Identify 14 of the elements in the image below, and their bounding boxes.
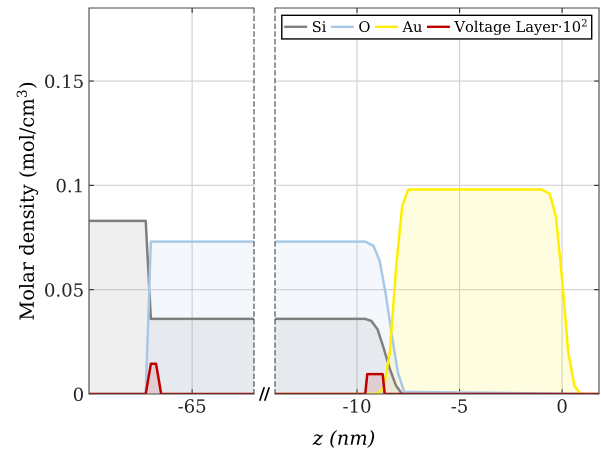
y-tick-label: 0.05	[45, 283, 83, 297]
y-tick-label: 0.1	[56, 178, 82, 192]
y-tick-label: 0.15	[45, 74, 83, 88]
legend-label: Si	[312, 21, 326, 32]
legend-label: Voltage Layer·10$^{2}$	[454, 18, 587, 36]
y-tick-label: 0	[74, 387, 83, 402]
x-tick-label: -65	[178, 399, 206, 413]
y-axis-title: Molar density (mol/cm$^{3}$)	[16, 82, 38, 320]
x-axis-title: z (nm)	[312, 430, 374, 448]
x-tick-label: -5	[452, 399, 467, 413]
legend-label: O	[359, 21, 370, 32]
legend-label: Au	[402, 21, 422, 32]
x-tick-label: -10	[343, 399, 370, 413]
x-tick-label: 0	[558, 399, 567, 413]
